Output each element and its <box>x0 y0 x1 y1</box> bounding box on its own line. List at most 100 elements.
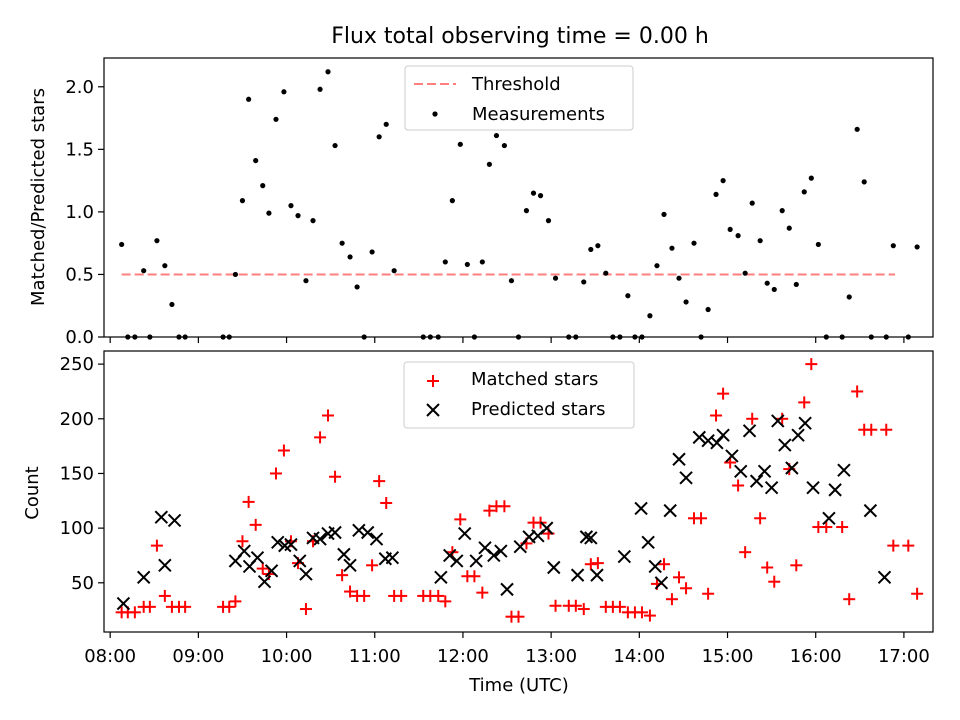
predicted-star-point <box>785 461 799 475</box>
x-tick-label: 14:00 <box>613 646 665 667</box>
top-legend: Threshold Measurements <box>404 65 634 131</box>
predicted-star-point <box>116 596 131 611</box>
measurement-point <box>861 179 867 185</box>
measurement-point <box>354 284 360 290</box>
predicted-star-point <box>749 474 764 488</box>
matched-star-point <box>843 593 856 606</box>
predicted-star-point <box>328 525 342 540</box>
bottom-y-axis-label: Count <box>22 466 43 519</box>
matched-star-point <box>498 500 511 513</box>
predicted-star-point <box>250 550 265 565</box>
measurement-point <box>742 270 748 276</box>
matched-star-point <box>314 431 327 444</box>
predicted-star-point <box>257 574 272 589</box>
x-tick-label: 17:00 <box>878 646 930 667</box>
bottom-y-tick-label: 200 <box>60 409 94 430</box>
predicted-star-point <box>385 550 400 565</box>
matched-star-point <box>695 512 708 525</box>
matched-star-point <box>790 559 803 572</box>
top-y-tick-label: 1.5 <box>65 139 94 160</box>
predicted-star-point <box>343 558 357 573</box>
measurement-point <box>501 142 507 149</box>
measurement-point <box>266 210 272 216</box>
predicted-star-point <box>863 503 878 518</box>
matched-star-point <box>702 587 715 600</box>
matched-star-point <box>158 589 171 602</box>
predicted-star-point <box>828 483 842 497</box>
predicted-star-point <box>663 503 677 518</box>
matched-star-point <box>229 595 242 608</box>
measurement-points <box>119 69 920 340</box>
measurement-point <box>383 121 389 127</box>
measurement-point <box>890 243 896 249</box>
matched-star-point <box>512 610 525 623</box>
measurement-point <box>530 190 537 196</box>
predicted-star-point <box>806 480 820 495</box>
predicted-star-point <box>540 521 554 535</box>
predicted-star-point <box>877 570 892 585</box>
measurement-point <box>808 175 814 181</box>
measurement-point <box>369 249 375 255</box>
measurement-point <box>846 294 852 300</box>
measurement-point <box>771 286 777 293</box>
matched-star-point <box>143 600 156 613</box>
predicted-star-point <box>590 568 604 582</box>
matched-star-point <box>577 603 590 616</box>
measurement-point <box>705 306 711 313</box>
measurement-point <box>141 268 147 274</box>
measurement-point <box>317 86 323 92</box>
bottom-panel: 50 100 150 200 250 08:00 09:00 10:00 11:00 12:00 1… <box>22 350 934 696</box>
predicted-star-point <box>284 537 298 552</box>
measurement-point <box>786 225 792 231</box>
matched-star-point <box>150 539 163 552</box>
predicted-star-point <box>672 452 686 466</box>
matched-star-point <box>658 558 671 571</box>
predicted-star-point <box>734 464 748 478</box>
matched-star-point <box>476 586 489 599</box>
measurement-point <box>486 161 492 167</box>
predicted-star-point <box>837 463 851 477</box>
matched-star-point <box>380 496 393 509</box>
predicted-star-point <box>771 414 785 428</box>
matched-star-point <box>179 600 192 613</box>
measurement-point <box>801 189 807 195</box>
predicted-star-point <box>742 424 757 438</box>
measurement-point <box>169 301 175 308</box>
bottom-legend-box <box>403 361 635 429</box>
predicted-star-point <box>648 559 662 574</box>
measurement-point <box>854 126 860 132</box>
measurement-point <box>303 278 309 284</box>
matched-star-point <box>549 599 562 612</box>
measurement-point <box>683 299 689 305</box>
matched-star-point <box>299 603 312 616</box>
measurement-point <box>376 134 382 140</box>
measurement-point <box>253 157 259 164</box>
matched-star-point <box>665 593 678 606</box>
predicted-star-point <box>450 554 464 568</box>
measurement-point <box>493 132 500 139</box>
measurement-point <box>310 218 316 224</box>
predicted-star-point <box>679 471 693 485</box>
predicted-star-point <box>710 436 724 450</box>
count-points <box>115 358 924 623</box>
top-y-tick-label: 0.5 <box>65 264 94 285</box>
measurement-point <box>779 208 785 214</box>
predicted-star-point <box>716 428 730 442</box>
measurement-point <box>654 263 660 269</box>
matched-star-point <box>344 585 357 598</box>
predicted-star-point <box>136 570 151 585</box>
measurement-point <box>154 238 160 244</box>
measurement-point <box>449 198 455 204</box>
predicted-star-point <box>570 568 585 582</box>
predicted-star-point <box>443 548 457 563</box>
bottom-y-tick-label: 150 <box>60 463 94 484</box>
measurement-point <box>295 213 301 219</box>
measurement-point <box>713 191 719 197</box>
predicted-star-point <box>487 548 501 563</box>
matched-star-point <box>739 546 752 559</box>
matched-star-point <box>249 518 262 531</box>
matched-star-point <box>366 559 379 572</box>
predicted-star-point <box>798 416 812 430</box>
measurement-point <box>647 313 653 319</box>
